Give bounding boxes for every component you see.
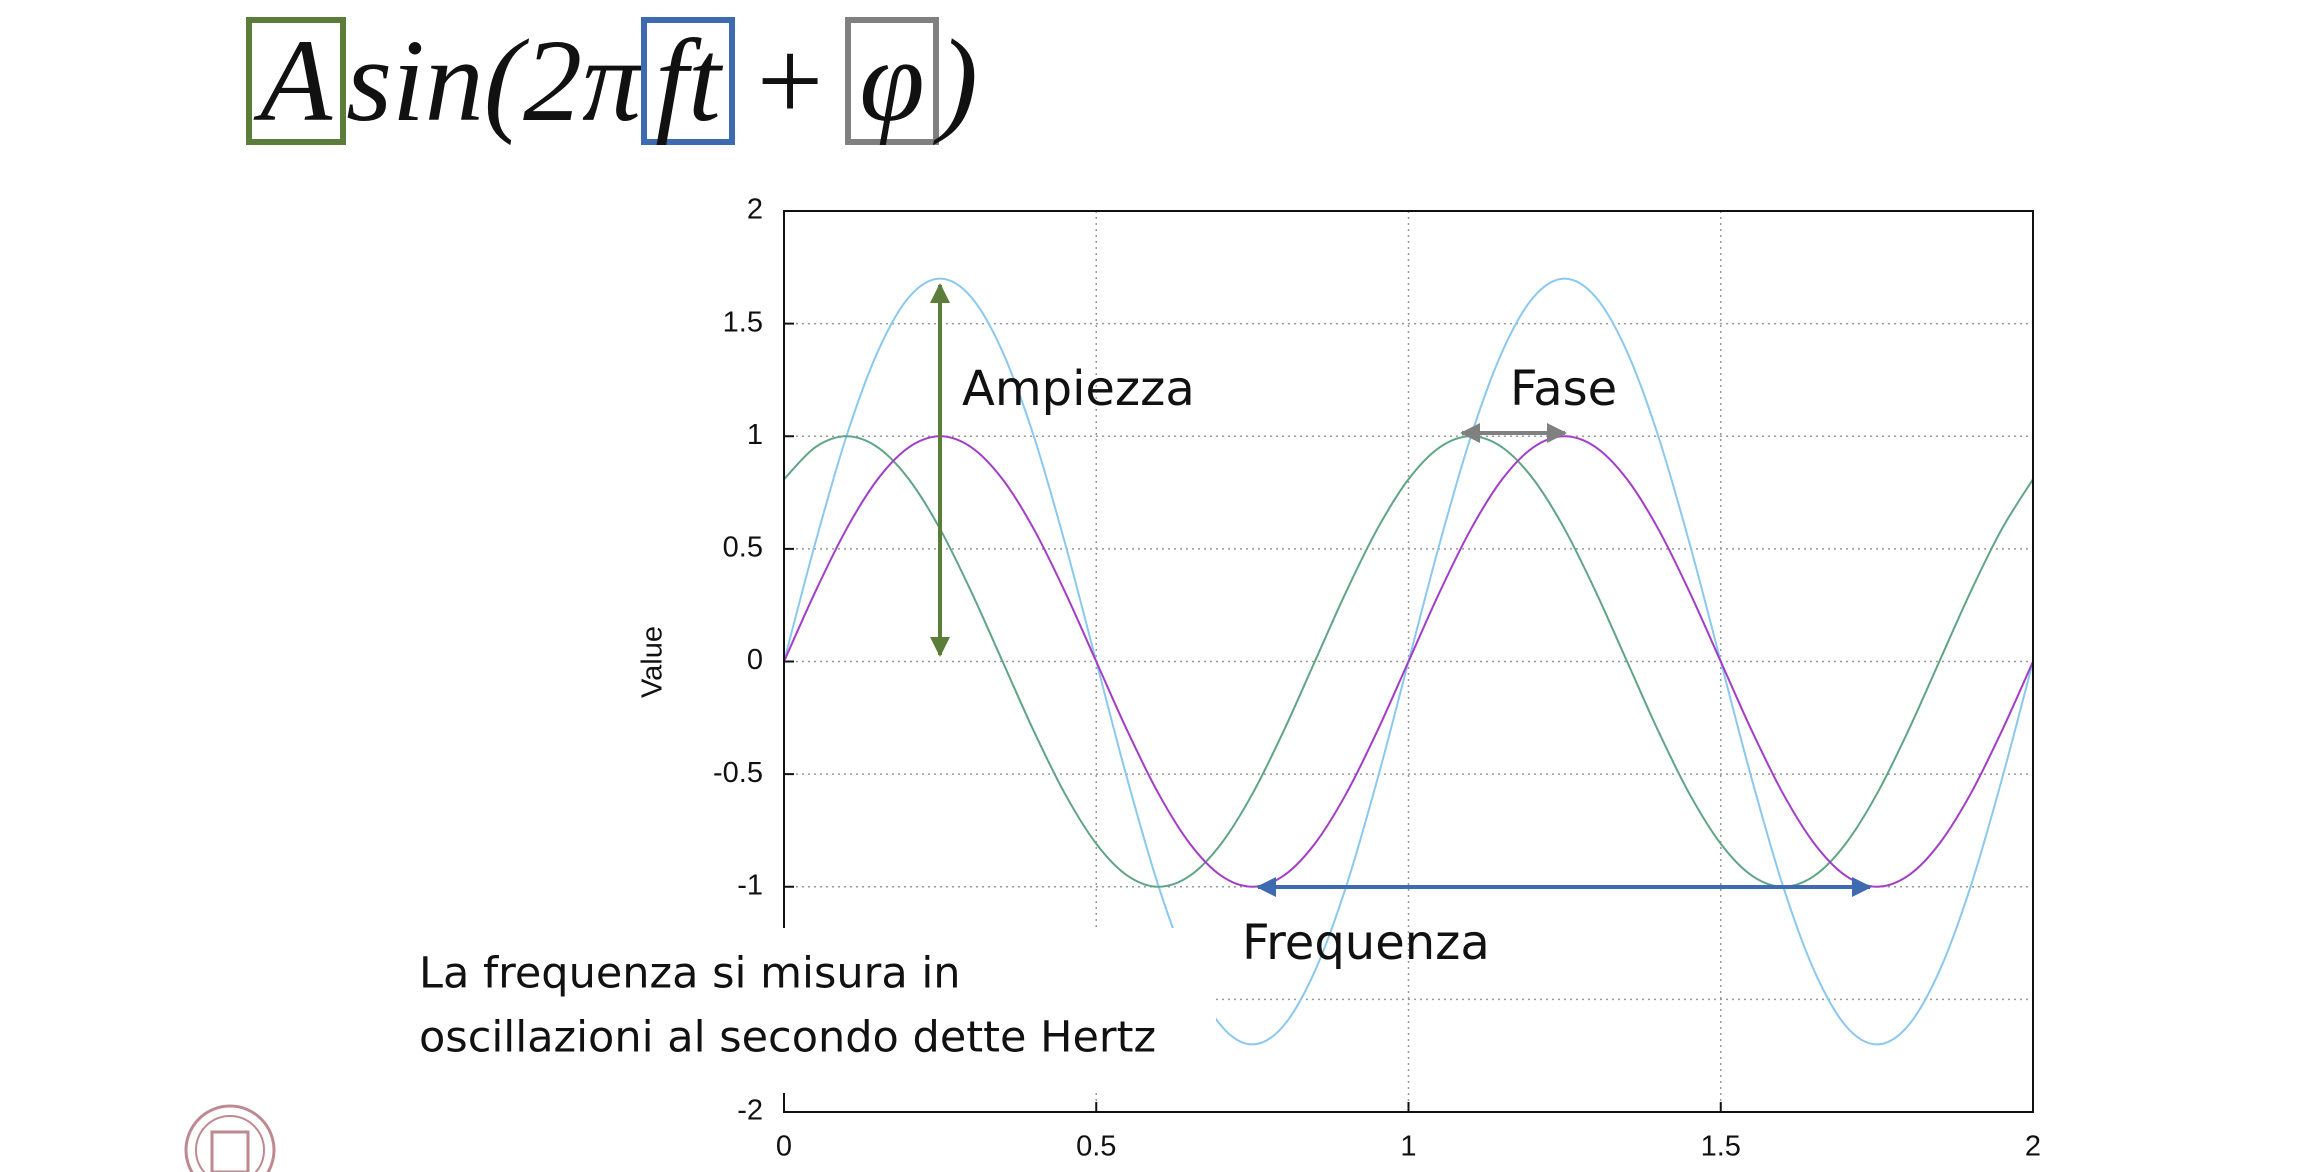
- x-tick-label: 1: [1400, 1131, 1416, 1163]
- plot-frame: [783, 210, 2034, 1113]
- note-line: oscillazioni al secondo dette Hertz: [419, 1013, 1156, 1063]
- annotation: Frequenza: [1242, 915, 1490, 971]
- y-axis-title: Value: [637, 626, 669, 698]
- formula-part: φ: [859, 15, 925, 146]
- annotation: Ampiezza: [962, 361, 1195, 417]
- phase-box: φ: [845, 15, 939, 146]
- y-tick-label: -1: [737, 869, 763, 901]
- y-tick-label: -0.5: [713, 757, 763, 789]
- annotation: Fase: [1510, 361, 1617, 417]
- formula-part: +: [756, 15, 824, 146]
- frequency-box: ft: [641, 15, 735, 146]
- formula-part: ): [938, 15, 978, 146]
- note-line: La frequenza si misura in: [419, 949, 961, 999]
- y-tick-label: -2: [737, 1095, 763, 1127]
- y-tick-label: 1: [747, 419, 763, 451]
- x-tick-label: 0: [776, 1131, 792, 1163]
- y-tick-label: 1.5: [723, 306, 763, 338]
- formula-part: sin(2π: [346, 15, 642, 146]
- amplitude-box: A: [246, 15, 347, 146]
- curves: [783, 277, 2034, 1046]
- y-tick-label: 2: [747, 194, 763, 226]
- formula-part: A: [260, 15, 333, 146]
- note-panel: [404, 928, 1216, 1093]
- x-tick-label: 0.5: [1076, 1131, 1116, 1163]
- x-tick-label: 1.5: [1701, 1131, 1741, 1163]
- series-line: [783, 435, 2034, 888]
- x-tick-label: 2: [2025, 1131, 2041, 1163]
- formula-part: ft: [655, 15, 721, 146]
- y-tick-label: 0.5: [723, 532, 763, 564]
- y-tick-label: 0: [747, 644, 763, 676]
- series-line: [783, 435, 2034, 888]
- logo: [184, 1104, 276, 1172]
